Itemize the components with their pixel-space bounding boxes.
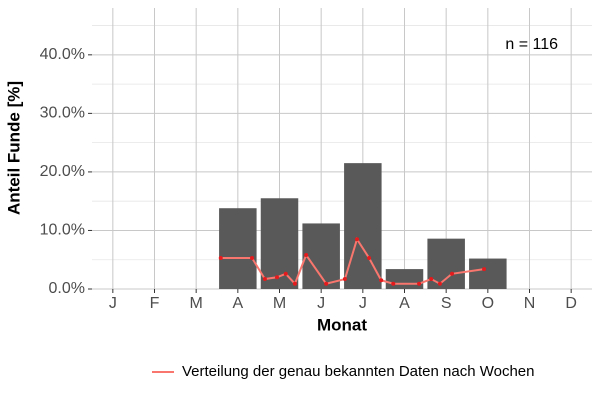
x-tick-label: M [190, 295, 203, 312]
y-tick-label: 0.0% [49, 280, 85, 297]
point [482, 267, 487, 272]
point [324, 281, 329, 286]
point [437, 281, 442, 286]
x-tick-label: F [150, 295, 160, 312]
y-tick-label: 10.0% [40, 222, 85, 239]
point [391, 281, 396, 286]
point [429, 277, 434, 282]
point [262, 277, 267, 282]
y-tick-label: 40.0% [40, 46, 85, 63]
bar [219, 208, 257, 289]
x-tick-label: J [359, 295, 367, 312]
x-tick-label: A [399, 295, 410, 312]
y-tick-label: 30.0% [40, 105, 85, 122]
point [367, 255, 372, 260]
x-tick-label: J [317, 295, 325, 312]
legend-label: Verteilung der genau bekannten Daten nac… [182, 363, 535, 380]
point [450, 271, 454, 276]
point [379, 278, 384, 283]
annotation: n = 116 [505, 36, 558, 53]
x-tick-label: N [524, 295, 536, 312]
x-tick-label: D [565, 295, 577, 312]
point [250, 255, 254, 260]
x-tick-label: S [441, 295, 452, 312]
bar [427, 238, 465, 289]
point [275, 275, 279, 280]
point [283, 271, 288, 276]
point [342, 277, 347, 282]
x-axis-title: Monat [317, 315, 367, 334]
x-tick-label: A [232, 295, 243, 312]
point [292, 281, 297, 286]
x-tick-label: J [109, 295, 117, 312]
point [304, 253, 309, 258]
y-tick-label: 20.0% [40, 163, 85, 180]
point [218, 255, 223, 260]
y-axis-title: Anteil Funde [%] [4, 81, 23, 215]
bar [260, 198, 299, 289]
x-tick-label: O [482, 295, 494, 312]
bar [385, 269, 424, 289]
x-tick-label: M [273, 295, 286, 312]
point [355, 237, 359, 242]
bar [469, 258, 507, 289]
point [417, 281, 422, 286]
